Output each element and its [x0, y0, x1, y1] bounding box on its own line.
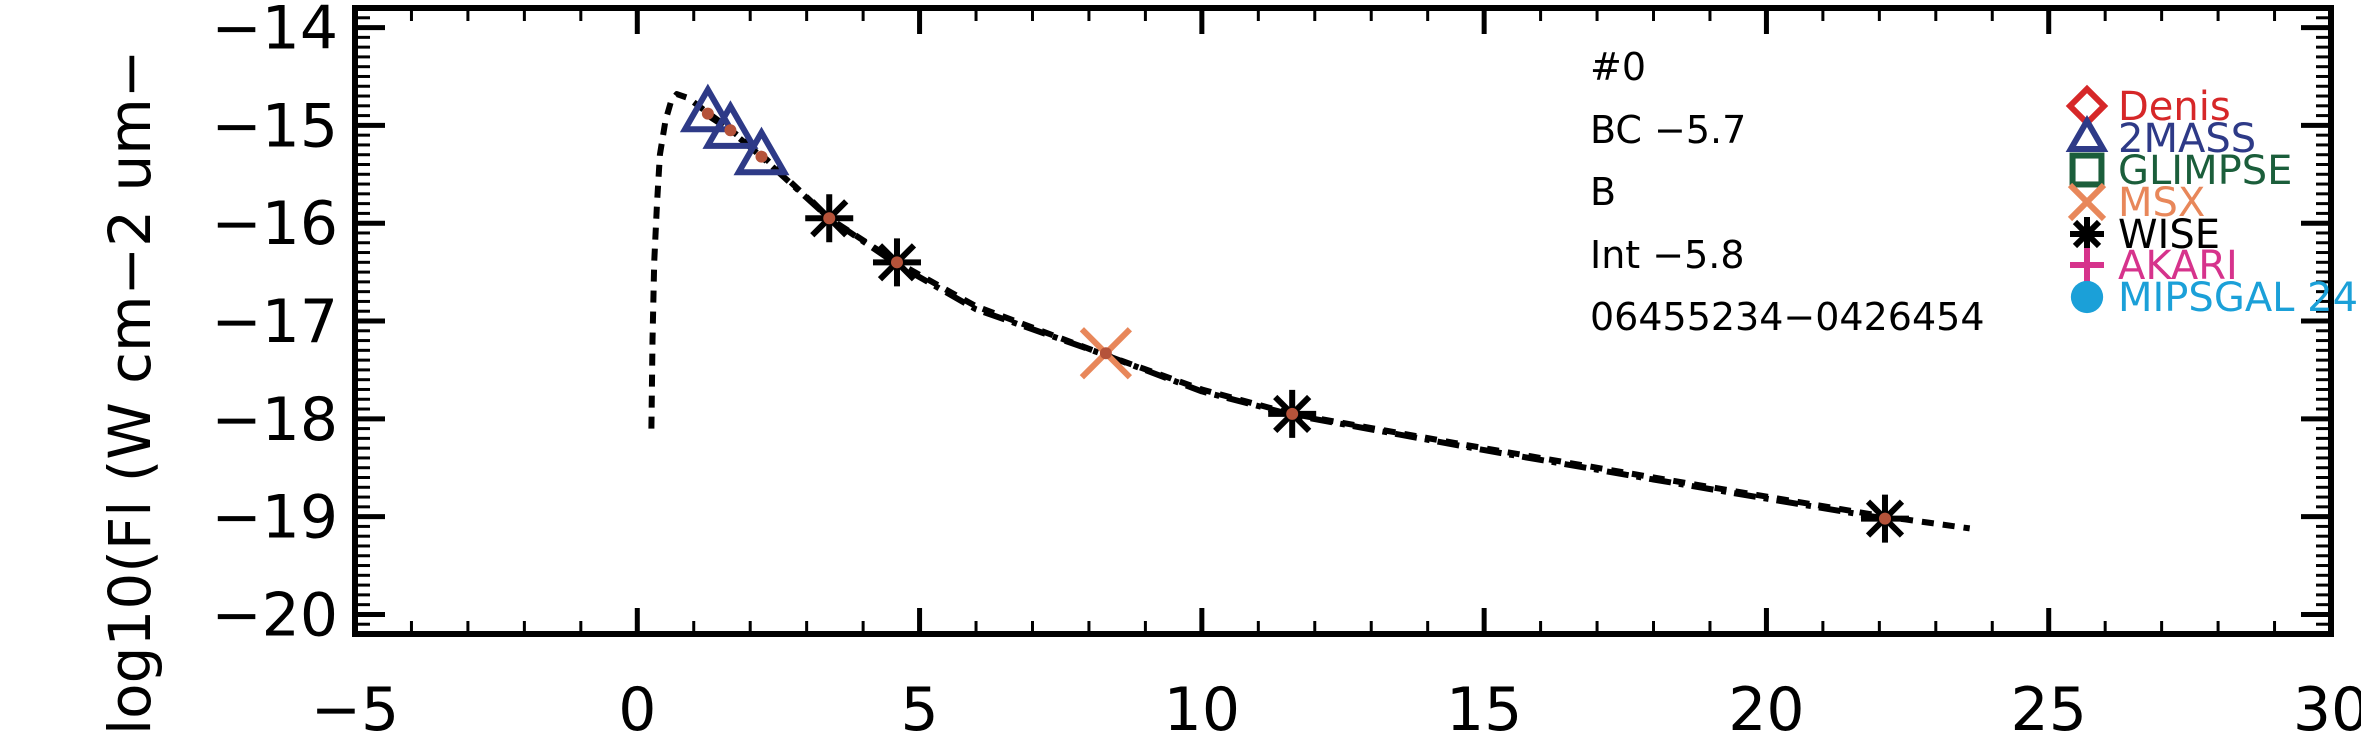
legend-label: AKARI — [2118, 243, 2238, 289]
legend-item: MIPSGAL 24 — [2070, 275, 2358, 321]
info-line: 06455234−0426454 — [1590, 295, 1985, 339]
axes: −5 0 5 10 15 20 25 30 −14 −15 −16 −17 −18 −19 −20 log10… — [96, 0, 2361, 745]
model-flux-point-shape — [823, 212, 836, 225]
legend-asterisk-icon-stroke — [2072, 219, 2102, 249]
legend-label: MSX — [2118, 180, 2205, 226]
legend-square-icon — [2069, 152, 2105, 188]
model-flux-point — [701, 107, 714, 120]
legend-label: WISE — [2118, 212, 2220, 258]
legend-x-icon — [2067, 182, 2107, 222]
x-tick-label: 20 — [1728, 675, 1804, 745]
x-tick-label: 10 — [1164, 675, 1240, 745]
x-tick-label: 0 — [618, 675, 656, 745]
model-flux-point — [890, 256, 903, 269]
legend-item: WISE — [2070, 212, 2220, 258]
x-tick-label: 5 — [900, 675, 938, 745]
legend-label: 2MASS — [2118, 116, 2256, 162]
model-flux-point — [755, 150, 768, 163]
legend-x-icon-stroke — [2067, 182, 2107, 222]
legend-label: MIPSGAL 24 — [2118, 275, 2358, 321]
legend-square-icon-shape — [2069, 152, 2105, 188]
y-tick-label: −18 — [211, 385, 338, 455]
legend-asterisk-icon — [2070, 217, 2104, 251]
model-flux-point — [1286, 407, 1299, 420]
y-tick-label: −19 — [211, 483, 338, 553]
legend-item: 2MASS — [2065, 114, 2256, 162]
legend-item: AKARI — [2070, 243, 2238, 289]
info-line: #0 — [1590, 45, 1646, 89]
legend-label: GLIMPSE — [2118, 148, 2292, 194]
model-flux-point — [1878, 512, 1891, 525]
data-markers — [679, 83, 1909, 543]
info-line: B — [1590, 170, 1616, 214]
legend-triangle-icon-shape — [2065, 114, 2109, 153]
2mass-point-shape — [702, 100, 759, 149]
x-tick-label: 25 — [2011, 675, 2087, 745]
model-flux-point — [1099, 347, 1112, 360]
2mass-point-shape — [679, 83, 736, 133]
legend-item: MSX — [2067, 180, 2205, 226]
model-flux-point — [823, 212, 836, 225]
model-flux-point-shape — [724, 124, 737, 137]
model-flux-point-shape — [1099, 347, 1112, 360]
model-flux-point-shape — [701, 107, 714, 120]
y-tick-label: −17 — [211, 287, 338, 357]
model-flux-point-shape — [1878, 512, 1891, 525]
y-tick-label: −15 — [211, 91, 338, 161]
model-flux-point-shape — [755, 150, 768, 163]
legend-label: Denis — [2118, 84, 2231, 130]
legend-triangle-icon — [2065, 114, 2109, 153]
legend-item: Denis — [2065, 84, 2231, 130]
legend-circle-icon — [2070, 280, 2104, 314]
model-flux-point — [724, 124, 737, 137]
info-line: BC −5.7 — [1590, 108, 1746, 152]
2mass-point — [733, 126, 790, 176]
legend-item: GLIMPSE — [2069, 148, 2292, 194]
fit-curve-dashdot — [703, 111, 1886, 522]
legend-plus-icon — [2070, 248, 2104, 282]
model-curves — [648, 91, 1971, 532]
y-tick-label: −16 — [211, 189, 338, 259]
legend-circle-icon-shape — [2070, 280, 2104, 314]
2mass-point — [679, 83, 736, 133]
y-tick-label: −14 — [211, 0, 338, 64]
2mass-point — [702, 100, 759, 149]
model-flux-point-shape — [1286, 407, 1299, 420]
x-tick-label: −5 — [311, 675, 399, 745]
2mass-point-shape — [733, 126, 790, 176]
x-tick-label: 30 — [2293, 675, 2361, 745]
info-line: Int −5.8 — [1590, 233, 1745, 277]
info-block: #0 BC −5.7 B Int −5.8 06455234−0426454 — [1590, 45, 1985, 339]
y-tick-label: −20 — [211, 580, 338, 650]
model-flux-point-shape — [890, 256, 903, 269]
x-tick-label: 15 — [1446, 675, 1522, 745]
y-axis-label: log10(Fl (W cm−2 um− — [96, 50, 164, 735]
